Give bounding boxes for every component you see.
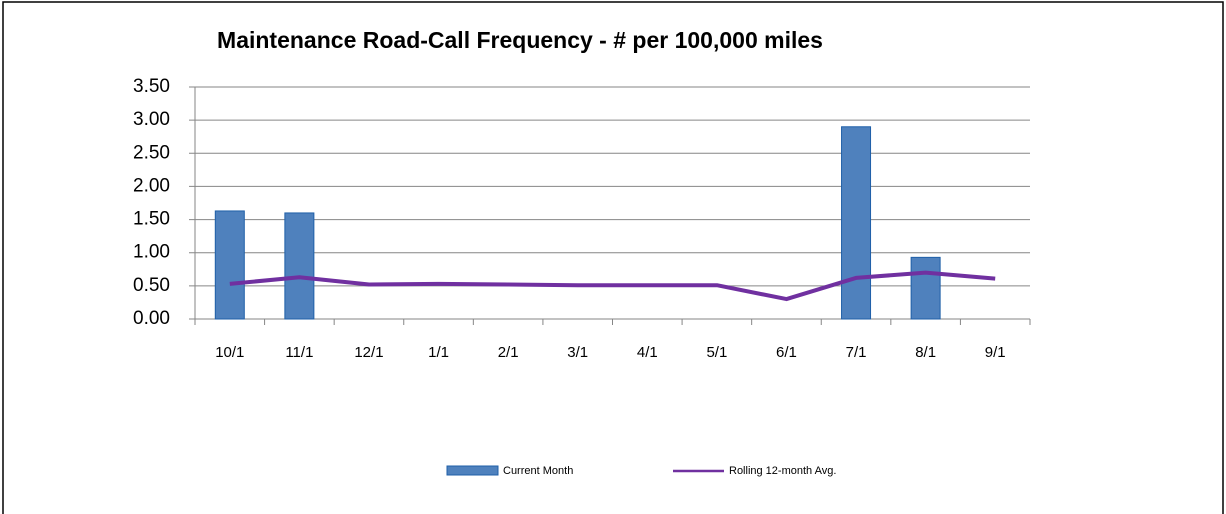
x-tick-label: 8/1 [915,344,936,361]
bar [910,256,941,320]
y-tick-label: 2.00 [133,175,170,196]
x-tick-label: 10/1 [215,344,244,361]
y-tick-label: 1.00 [133,242,170,263]
y-tick-label: 3.00 [133,109,170,130]
x-tick-label: 11/1 [285,344,313,361]
line [229,270,996,302]
x-tick-label: 9/1 [985,344,1006,361]
x-tick-label: 7/1 [846,344,867,361]
chart-title: Maintenance Road-Call Frequency - # per … [217,27,823,53]
x-tick-label: 2/1 [498,344,519,361]
y-tick-label: 2.50 [133,142,170,163]
bar [284,212,315,320]
x-tick-label: 4/1 [637,344,658,361]
x-tick-label: 6/1 [776,344,797,361]
legend-swatch [446,465,499,476]
x-tick-label: 12/1 [354,344,383,361]
y-tick-label: 0.00 [133,308,170,329]
x-tick-label: 3/1 [567,344,588,361]
bar [214,210,245,320]
legend-label: Rolling 12-month Avg. [729,465,836,477]
legend-label: Current Month [503,465,573,477]
x-tick-label: 1/1 [428,344,449,361]
y-tick-label: 3.50 [133,76,170,97]
y-tick-label: 1.50 [133,209,170,230]
y-tick-label: 0.50 [133,275,170,296]
bar [841,126,872,320]
x-tick-label: 5/1 [706,344,727,361]
